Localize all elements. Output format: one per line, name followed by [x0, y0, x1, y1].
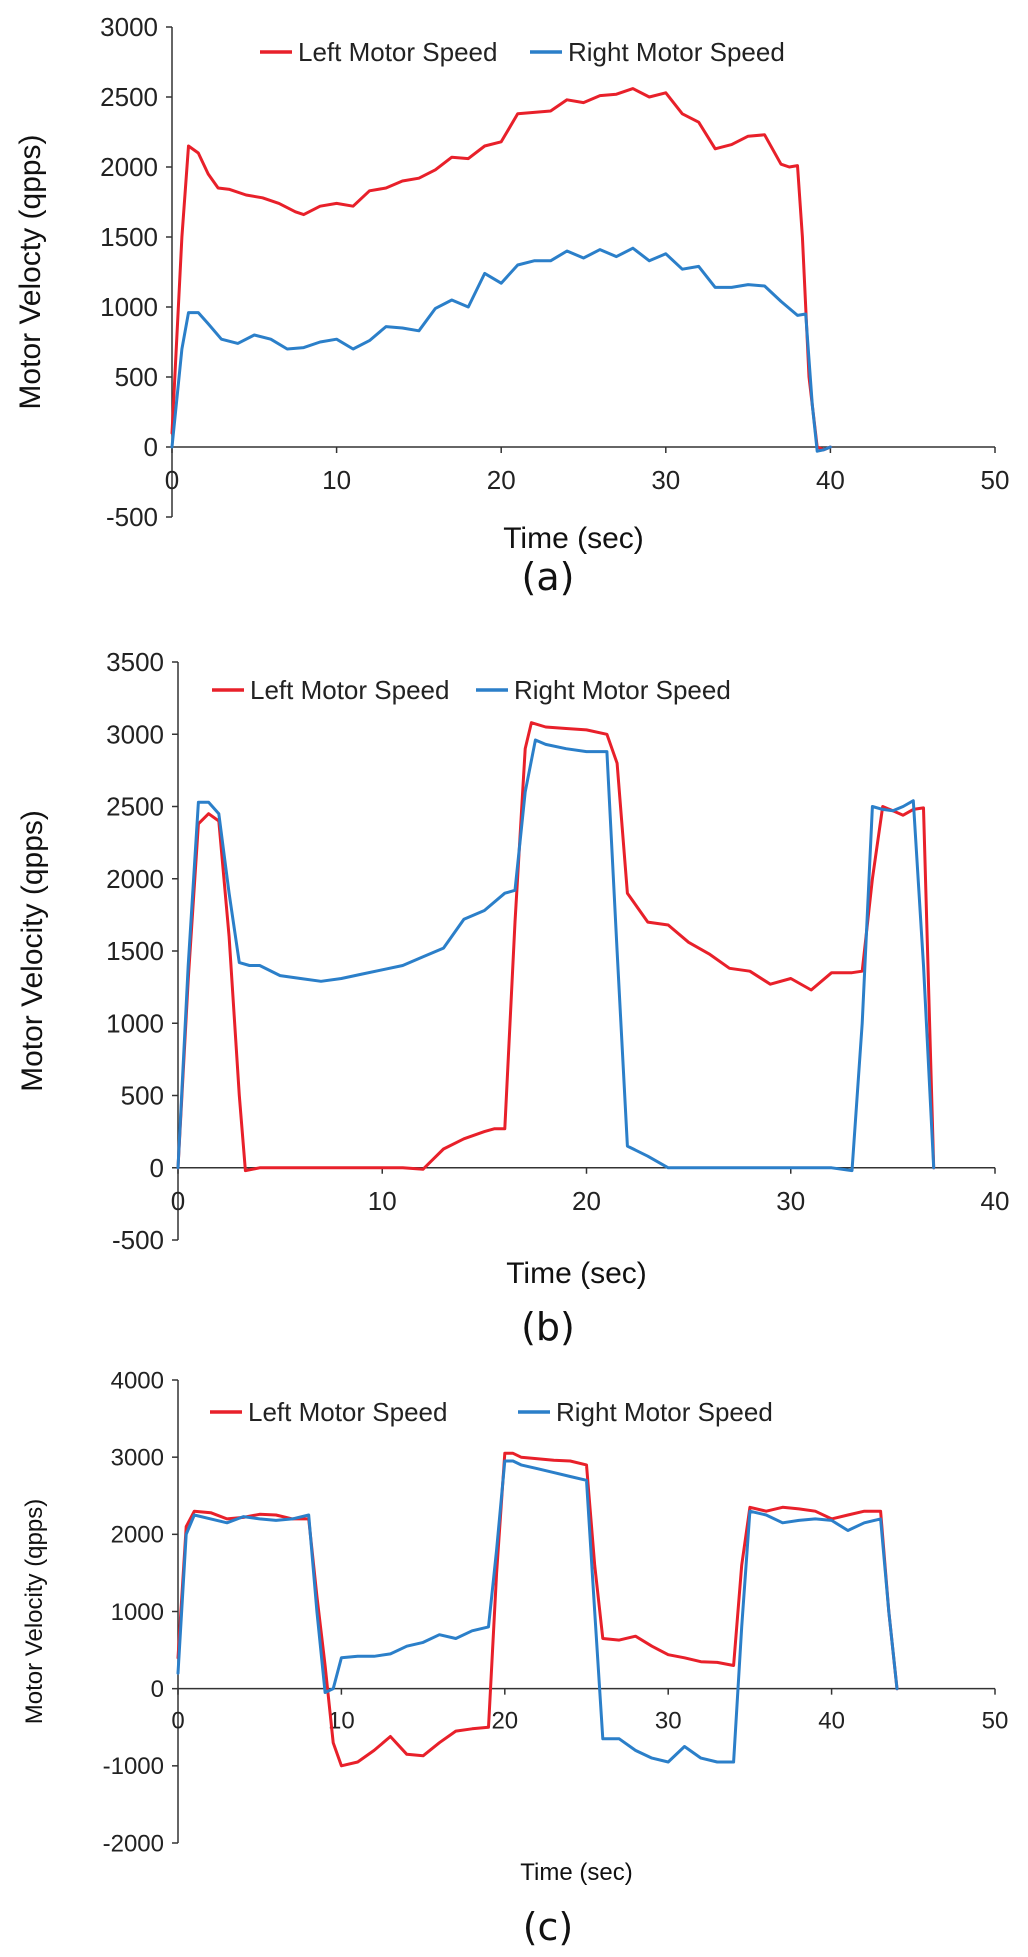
legend-label-right: Right Motor Speed [556, 1397, 773, 1427]
panel-label: (c) [523, 1905, 574, 1949]
y-tick-label: 3000 [100, 12, 158, 42]
x-tick-label: 10 [322, 465, 351, 495]
x-tick-label: 0 [171, 1186, 185, 1216]
y-tick-label: -500 [112, 1225, 164, 1255]
legend-label-left: Left Motor Speed [248, 1397, 447, 1427]
x-tick-label: 50 [981, 465, 1010, 495]
y-axis-title: Motor Velocity (qpps) [16, 810, 49, 1092]
series-line-right-motor [176, 738, 936, 1173]
y-tick-label: 2000 [111, 1522, 164, 1549]
x-tick-label: 0 [171, 1708, 184, 1735]
series-line-left-motor [176, 1451, 899, 1768]
y-tick-label: -500 [106, 502, 158, 532]
x-tick-label: 0 [165, 465, 179, 495]
y-tick-label: 0 [144, 432, 158, 462]
x-tick-label: 30 [776, 1186, 805, 1216]
y-tick-label: 3000 [106, 719, 164, 749]
y-tick-label: 1000 [100, 292, 158, 322]
y-tick-label: 1000 [111, 1599, 164, 1626]
x-axis-title: Time (sec) [503, 522, 644, 555]
legend-label-left: Left Motor Speed [298, 37, 497, 67]
y-tick-label: 1500 [106, 936, 164, 966]
x-axis-title: Time (sec) [520, 1859, 632, 1886]
y-tick-label: -1000 [103, 1753, 164, 1780]
y-tick-label: 3500 [106, 647, 164, 677]
y-tick-label: 1000 [106, 1008, 164, 1038]
y-tick-label: 3000 [111, 1445, 164, 1472]
series-line-left-motor [176, 721, 936, 1173]
series-line-right-motor [176, 1459, 899, 1764]
y-tick-label: 2500 [100, 82, 158, 112]
x-tick-label: 20 [572, 1186, 601, 1216]
panel-label: (a) [522, 555, 575, 599]
legend-label-right: Right Motor Speed [568, 37, 785, 67]
x-tick-label: 40 [981, 1186, 1010, 1216]
x-axis-title: Time (sec) [506, 1257, 647, 1290]
y-tick-label: 500 [121, 1081, 164, 1111]
panel-label: (b) [521, 1305, 575, 1349]
y-tick-label: -2000 [103, 1830, 164, 1857]
legend-label-left: Left Motor Speed [250, 675, 449, 705]
x-tick-label: 10 [368, 1186, 397, 1216]
x-tick-label: 20 [487, 465, 516, 495]
y-axis-title: Motor Velocity (qpps) [21, 1499, 48, 1724]
x-tick-label: 50 [982, 1708, 1009, 1735]
x-tick-label: 40 [818, 1708, 845, 1735]
series-line-left-motor [170, 87, 832, 452]
y-tick-label: 500 [115, 362, 158, 392]
y-tick-label: 2000 [106, 864, 164, 894]
y-tick-label: 2500 [106, 792, 164, 822]
x-tick-label: 20 [491, 1708, 518, 1735]
y-tick-label: 4000 [111, 1367, 164, 1394]
series-line-right-motor [170, 246, 832, 453]
y-tick-label: 0 [150, 1153, 164, 1183]
x-tick-label: 40 [816, 465, 845, 495]
x-tick-label: 30 [655, 1708, 682, 1735]
legend-label-right: Right Motor Speed [514, 675, 731, 705]
y-tick-label: 0 [151, 1676, 164, 1703]
x-tick-label: 30 [651, 465, 680, 495]
y-axis-title: Motor Velocty (qpps) [14, 134, 47, 409]
y-tick-label: 2000 [100, 152, 158, 182]
y-tick-label: 1500 [100, 222, 158, 252]
